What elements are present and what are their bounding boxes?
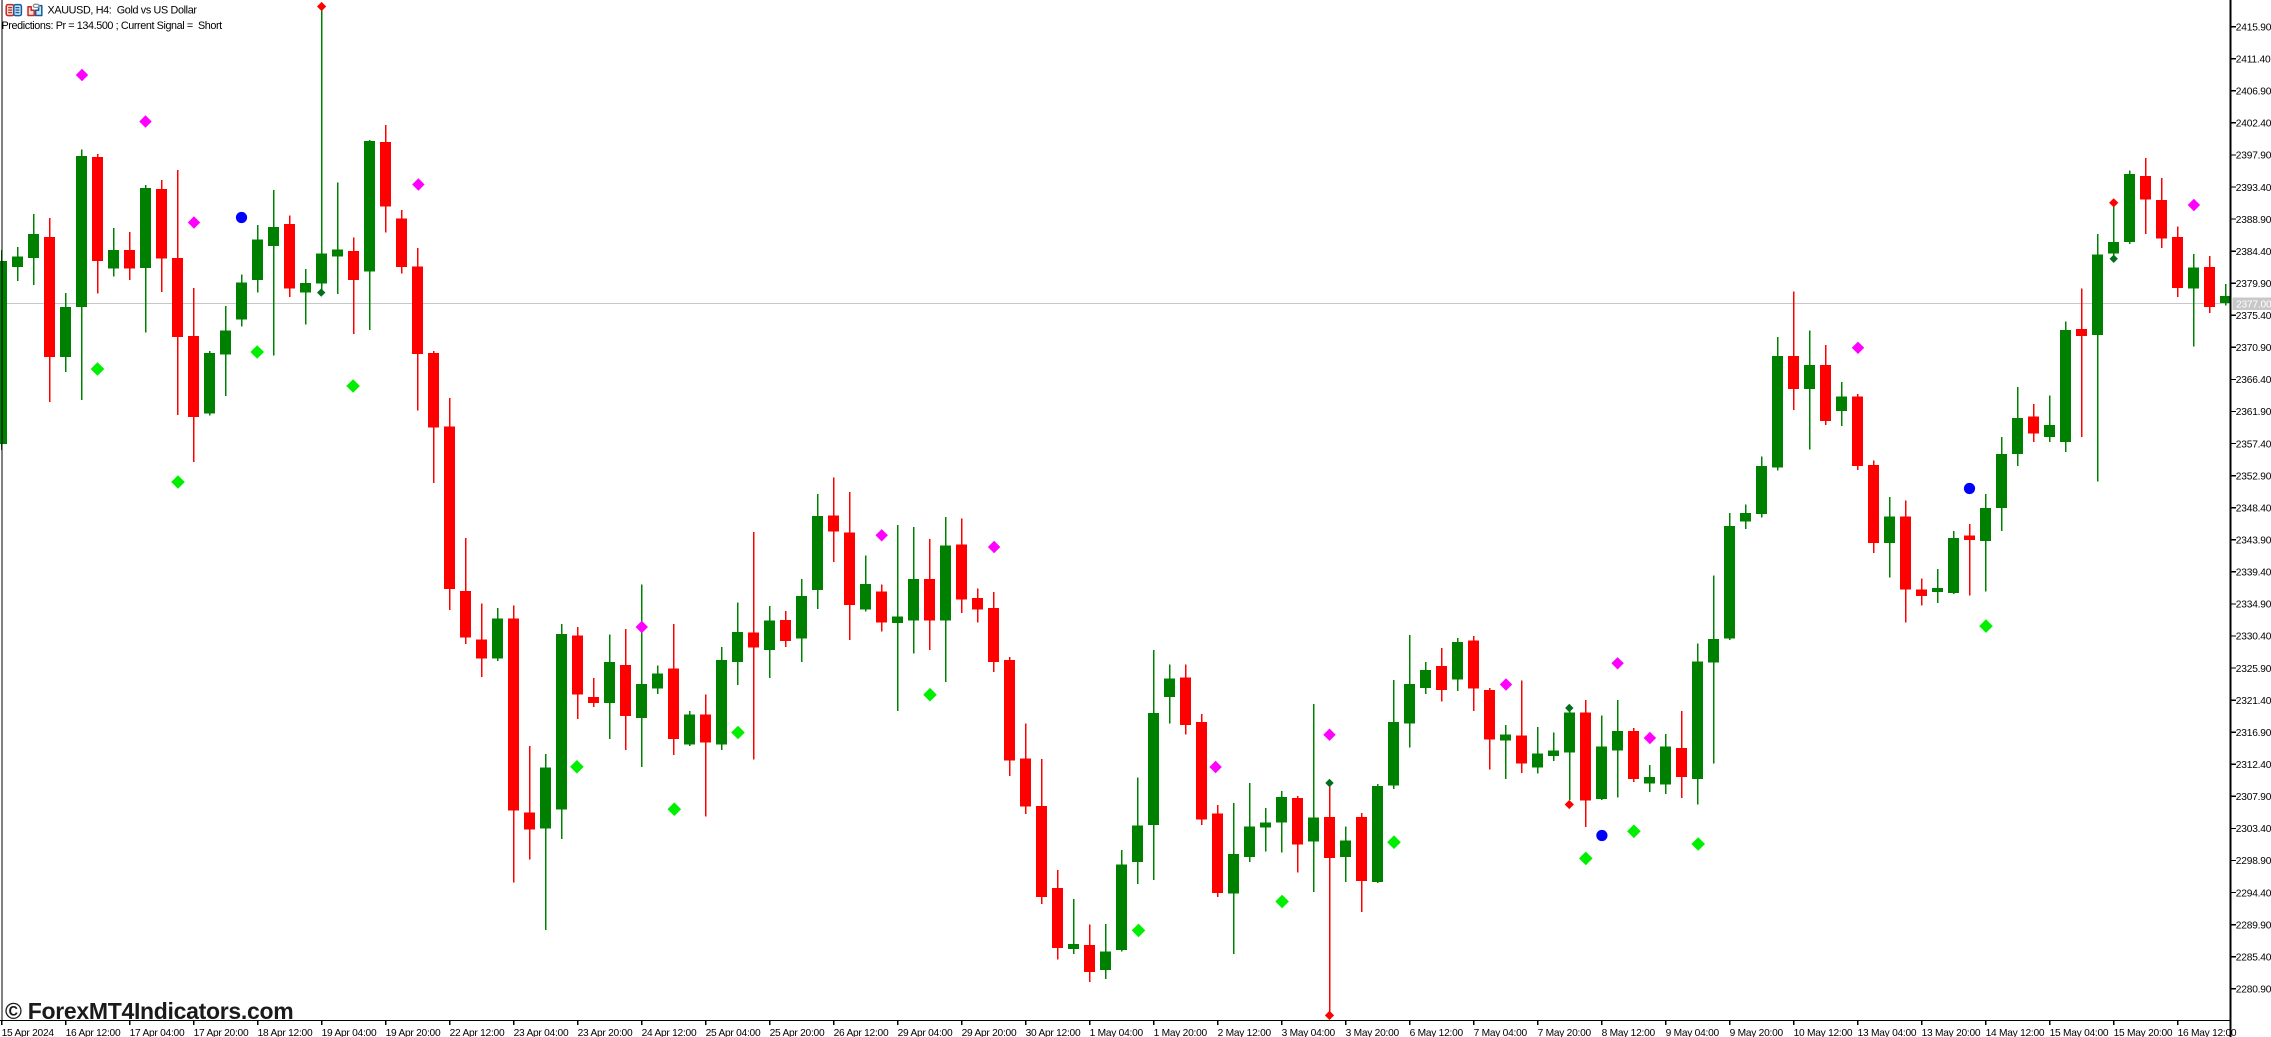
svg-text:15 May 20:00: 15 May 20:00: [2114, 1028, 2173, 1037]
svg-text:15 Apr 2024: 15 Apr 2024: [2, 1028, 55, 1037]
svg-text:2303.40: 2303.40: [2236, 824, 2271, 835]
svg-text:23 Apr 20:00: 23 Apr 20:00: [578, 1028, 633, 1037]
svg-text:2415.90: 2415.90: [2236, 22, 2271, 33]
svg-text:13 May 04:00: 13 May 04:00: [1858, 1028, 1917, 1037]
svg-text:17 Apr 04:00: 17 Apr 04:00: [130, 1028, 185, 1037]
svg-text:2343.90: 2343.90: [2236, 536, 2271, 547]
svg-text:2393.40: 2393.40: [2236, 183, 2271, 194]
svg-text:2402.40: 2402.40: [2236, 119, 2271, 130]
svg-text:25 Apr 04:00: 25 Apr 04:00: [706, 1028, 761, 1037]
svg-text:2 May 12:00: 2 May 12:00: [1218, 1028, 1272, 1037]
svg-text:9 May 04:00: 9 May 04:00: [1666, 1028, 1720, 1037]
svg-text:2330.40: 2330.40: [2236, 632, 2271, 643]
svg-text:18 Apr 12:00: 18 Apr 12:00: [258, 1028, 313, 1037]
svg-text:22 Apr 12:00: 22 Apr 12:00: [450, 1028, 505, 1037]
svg-text:16 Apr 12:00: 16 Apr 12:00: [66, 1028, 121, 1037]
svg-text:13 May 20:00: 13 May 20:00: [1922, 1028, 1981, 1037]
svg-text:2321.40: 2321.40: [2236, 696, 2271, 707]
svg-text:2339.40: 2339.40: [2236, 568, 2271, 579]
svg-text:7 May 04:00: 7 May 04:00: [1474, 1028, 1528, 1037]
svg-text:17 Apr 20:00: 17 Apr 20:00: [194, 1028, 249, 1037]
svg-text:3 May 04:00: 3 May 04:00: [1282, 1028, 1336, 1037]
svg-text:30 Apr 12:00: 30 Apr 12:00: [1026, 1028, 1081, 1037]
svg-text:2352.90: 2352.90: [2236, 471, 2271, 482]
svg-text:2294.40: 2294.40: [2236, 888, 2271, 899]
svg-text:2334.90: 2334.90: [2236, 600, 2271, 611]
svg-text:© ForexMT4Indicators.com: © ForexMT4Indicators.com: [5, 998, 293, 1024]
svg-text:2361.90: 2361.90: [2236, 407, 2271, 418]
svg-text:2280.90: 2280.90: [2236, 985, 2271, 996]
svg-text:2325.90: 2325.90: [2236, 664, 2271, 675]
svg-text:2411.40: 2411.40: [2236, 55, 2271, 66]
svg-text:2379.90: 2379.90: [2236, 279, 2271, 290]
svg-text:6 May 12:00: 6 May 12:00: [1410, 1028, 1464, 1037]
svg-text:2307.90: 2307.90: [2236, 792, 2271, 803]
svg-text:2406.90: 2406.90: [2236, 87, 2271, 98]
svg-text:29 Apr 20:00: 29 Apr 20:00: [962, 1028, 1017, 1037]
svg-text:23 Apr 04:00: 23 Apr 04:00: [514, 1028, 569, 1037]
svg-text:2316.90: 2316.90: [2236, 728, 2271, 739]
svg-text:26 Apr 12:00: 26 Apr 12:00: [834, 1028, 889, 1037]
svg-text:2285.40: 2285.40: [2236, 952, 2271, 963]
svg-text:2298.90: 2298.90: [2236, 856, 2271, 867]
svg-text:2357.40: 2357.40: [2236, 439, 2271, 450]
svg-text:2384.40: 2384.40: [2236, 247, 2271, 258]
svg-text:16 May 12:00: 16 May 12:00: [2178, 1028, 2237, 1037]
svg-text:7 May 20:00: 7 May 20:00: [1538, 1028, 1592, 1037]
svg-text:25 Apr 20:00: 25 Apr 20:00: [770, 1028, 825, 1037]
svg-text:10 May 12:00: 10 May 12:00: [1794, 1028, 1853, 1037]
svg-text:29 Apr 04:00: 29 Apr 04:00: [898, 1028, 953, 1037]
svg-text:2377.00: 2377.00: [2236, 300, 2271, 311]
svg-text:Predictions: Pr = 134.500 ; Cu: Predictions: Pr = 134.500 ; Current Sign…: [2, 20, 223, 32]
svg-text:15 May 04:00: 15 May 04:00: [2050, 1028, 2109, 1037]
svg-text:14 May 12:00: 14 May 12:00: [1986, 1028, 2045, 1037]
svg-text:19 Apr 20:00: 19 Apr 20:00: [386, 1028, 441, 1037]
svg-text:2366.40: 2366.40: [2236, 375, 2271, 386]
svg-text:2348.40: 2348.40: [2236, 504, 2271, 515]
svg-text:9 May 20:00: 9 May 20:00: [1730, 1028, 1784, 1037]
svg-text:1 May 04:00: 1 May 04:00: [1090, 1028, 1144, 1037]
svg-text:2388.90: 2388.90: [2236, 215, 2271, 226]
svg-text:2375.40: 2375.40: [2236, 311, 2271, 322]
svg-text:8 May 12:00: 8 May 12:00: [1602, 1028, 1656, 1037]
svg-text:19 Apr 04:00: 19 Apr 04:00: [322, 1028, 377, 1037]
svg-text:24 Apr 12:00: 24 Apr 12:00: [642, 1028, 697, 1037]
svg-text:XAUUSD, H4: Gold vs US Dollar: XAUUSD, H4: Gold vs US Dollar: [48, 5, 198, 17]
svg-text:2370.90: 2370.90: [2236, 343, 2271, 354]
svg-text:2289.90: 2289.90: [2236, 920, 2271, 931]
svg-text:3 May 20:00: 3 May 20:00: [1346, 1028, 1400, 1037]
svg-text:2312.40: 2312.40: [2236, 760, 2271, 771]
svg-text:1 May 20:00: 1 May 20:00: [1154, 1028, 1208, 1037]
svg-text:2397.90: 2397.90: [2236, 151, 2271, 162]
